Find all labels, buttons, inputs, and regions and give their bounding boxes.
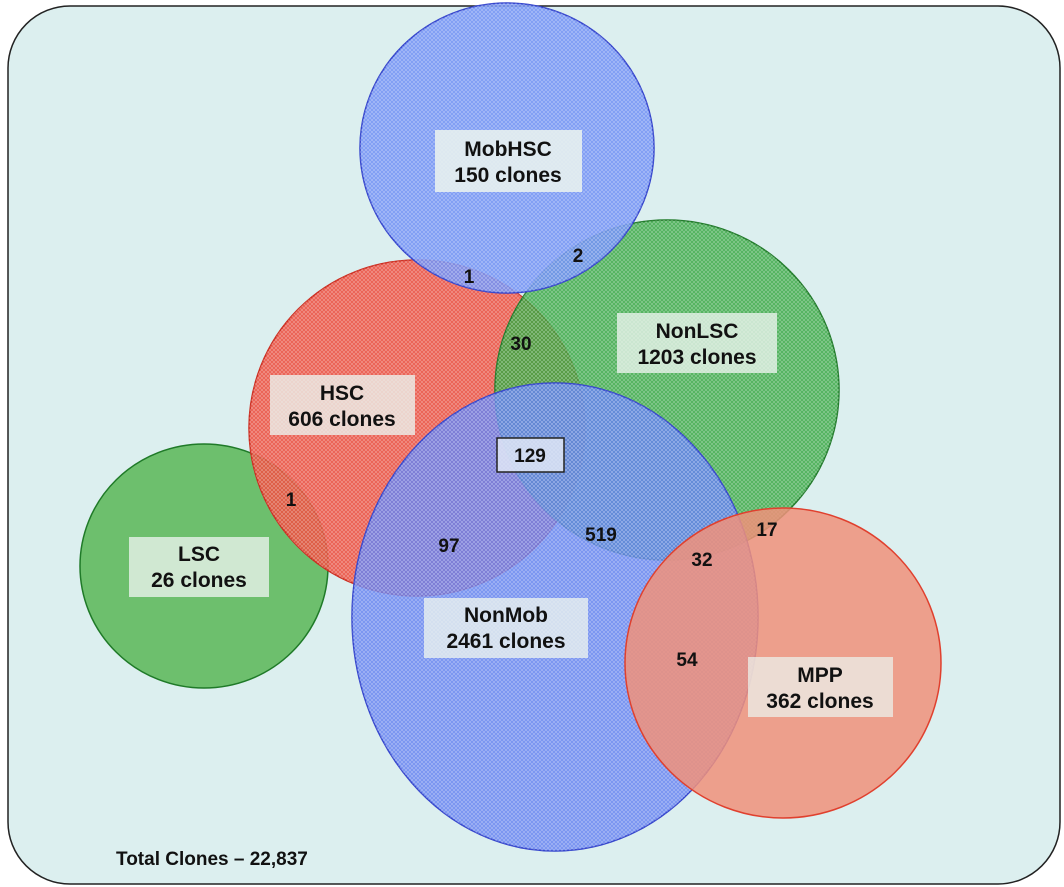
- count-mobhsc-nonlsc: 2: [573, 246, 584, 267]
- set-label-hsc: HSC 606 clones: [270, 375, 415, 435]
- count-mobhsc-hsc: 1: [464, 267, 475, 288]
- total-clones: Total Clones – 22,837: [116, 849, 308, 870]
- count-box-hsc-nonlsc-nonmob: 129: [497, 438, 564, 472]
- count-hsc-nonmob: 97: [438, 536, 459, 557]
- set-label-nonlsc: NonLSC 1203 clones: [617, 313, 777, 373]
- count-hsc-nonlsc-nonmob: 129: [514, 446, 546, 467]
- count-lsc-hsc: 1: [286, 490, 297, 511]
- count-nonlsc-nonmob-mpp: 32: [691, 550, 712, 571]
- hsc-name: HSC: [320, 382, 364, 405]
- lsc-name: LSC: [178, 543, 220, 566]
- count-nonlsc-mpp: 17: [756, 520, 777, 541]
- mpp-name: MPP: [797, 664, 843, 687]
- lsc-count: 26 clones: [151, 569, 247, 592]
- hsc-count: 606 clones: [288, 408, 395, 431]
- mobhsc-name: MobHSC: [464, 138, 552, 161]
- count-hsc-nonlsc: 30: [510, 334, 531, 355]
- nonmob-name: NonMob: [464, 604, 548, 627]
- set-label-mpp: MPP 362 clones: [748, 657, 893, 717]
- nonlsc-count: 1203 clones: [637, 346, 756, 369]
- count-nonlsc-nonmob: 519: [585, 525, 617, 546]
- set-label-nonmob: NonMob 2461 clones: [424, 598, 588, 658]
- count-nonmob-mpp: 54: [676, 650, 698, 671]
- nonmob-count: 2461 clones: [446, 630, 565, 653]
- nonlsc-name: NonLSC: [656, 320, 739, 343]
- set-label-mobhsc: MobHSC 150 clones: [435, 130, 582, 192]
- set-label-lsc: LSC 26 clones: [129, 537, 269, 597]
- mpp-count: 362 clones: [766, 690, 873, 713]
- mobhsc-count: 150 clones: [454, 164, 561, 187]
